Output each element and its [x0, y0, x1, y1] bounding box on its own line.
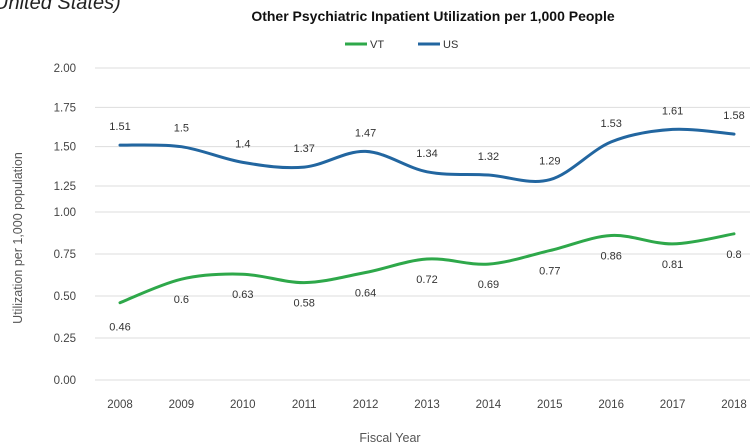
x-tick-label: 2010 [230, 399, 256, 411]
x-axis-ticks: 2008 2009 2010 2011 2012 2013 2014 2015 2016 2017… [107, 399, 747, 411]
data-label-us: 1.53 [600, 118, 621, 130]
y-axis-title: Utilization per 1,000 population [11, 152, 25, 324]
x-tick-label: 2009 [169, 399, 195, 411]
data-label-vt: 0.86 [600, 251, 621, 263]
x-tick-label: 2018 [721, 399, 747, 411]
data-label-vt: 0.64 [355, 287, 376, 299]
data-label-us: 1.47 [355, 127, 376, 139]
x-tick-label: 2015 [537, 399, 563, 411]
legend-label-vt: VT [370, 39, 384, 51]
data-label-us: 1.58 [723, 110, 744, 122]
data-label-vt: 0.58 [293, 298, 314, 310]
y-axis-ticks: 0.00 0.25 0.50 0.75 1.00 1.25 1.50 1.75 2.00 [54, 63, 76, 387]
data-label-vt: 0.77 [539, 266, 560, 278]
data-label-vt: 0.63 [232, 289, 253, 301]
x-tick-label: 2016 [598, 399, 624, 411]
data-label-us: 1.5 [174, 123, 189, 135]
legend-label-us: US [443, 39, 458, 51]
y-tick-label: 1.50 [54, 142, 76, 154]
x-tick-label: 2014 [476, 399, 502, 411]
y-tick-label: 0.75 [54, 249, 76, 261]
cropped-header-text: United States) [0, 0, 121, 14]
data-labels: 0.46 0.6 0.63 0.58 0.64 0.72 0.69 0.77 0.86 0.81 0… [109, 105, 744, 333]
x-tick-label: 2017 [660, 399, 686, 411]
data-label-vt: 0.72 [416, 274, 437, 286]
y-tick-label: 2.00 [54, 63, 76, 75]
gridlines [95, 67, 750, 381]
data-label-vt: 0.69 [478, 279, 499, 291]
data-label-vt: 0.81 [662, 259, 683, 271]
data-label-us: 1.61 [662, 105, 683, 117]
data-label-us: 1.51 [109, 121, 130, 133]
y-tick-label: 1.25 [54, 181, 76, 193]
legend: VT US [345, 39, 458, 51]
series-line-vt [118, 232, 736, 305]
chart-title: Other Psychiatric Inpatient Utilization … [251, 8, 615, 24]
data-label-us: 1.29 [539, 156, 560, 168]
x-tick-label: 2008 [107, 399, 133, 411]
y-tick-label: 1.00 [54, 207, 76, 219]
data-label-us: 1.37 [293, 143, 314, 155]
y-tick-label: 0.00 [54, 375, 76, 387]
data-label-vt: 0.8 [726, 249, 741, 261]
data-label-us: 1.34 [416, 148, 437, 160]
y-tick-label: 0.25 [54, 333, 76, 345]
series-lines [118, 127, 736, 305]
data-label-vt: 0.6 [174, 294, 189, 306]
x-tick-label: 2013 [414, 399, 440, 411]
data-label-us: 1.32 [478, 151, 499, 163]
data-label-vt: 0.46 [109, 322, 130, 334]
y-tick-label: 1.75 [54, 102, 76, 114]
series-line-us [118, 127, 736, 183]
x-axis-title: Fiscal Year [359, 431, 420, 445]
data-label-us: 1.4 [235, 138, 250, 150]
y-tick-label: 0.50 [54, 291, 76, 303]
x-tick-label: 2011 [292, 399, 317, 411]
x-tick-label: 2012 [353, 399, 379, 411]
